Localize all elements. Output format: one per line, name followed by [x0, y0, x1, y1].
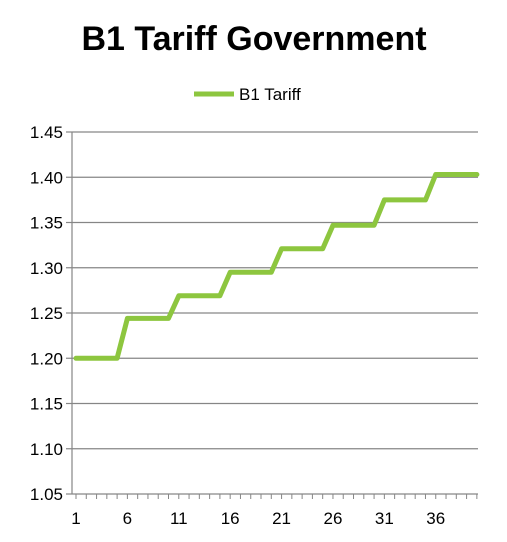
- data-point: [270, 271, 272, 273]
- data-point: [414, 199, 416, 201]
- data-point: [260, 271, 262, 273]
- data-point: [168, 317, 170, 319]
- y-axis-tick-labels: 1.05 1.10 1.15 1.20 1.25 1.30 1.35 1.40 1.45: [30, 123, 63, 504]
- x-axis-minor-ticks: [75, 494, 478, 499]
- x-tick-label: 26: [324, 509, 343, 528]
- y-tick-label: 1.15: [30, 395, 63, 414]
- series-line: [73, 172, 480, 361]
- x-tick-label: 21: [272, 509, 291, 528]
- x-tick-label: 36: [426, 509, 445, 528]
- data-point: [322, 248, 324, 250]
- data-point: [219, 295, 221, 297]
- x-tick-label: 16: [221, 509, 240, 528]
- x-tick-label: 11: [170, 509, 188, 528]
- data-point: [229, 271, 231, 273]
- data-point: [373, 224, 375, 226]
- data-point: [445, 174, 447, 176]
- data-point: [116, 357, 118, 359]
- data-point: [455, 174, 457, 176]
- y-tick-label: 1.30: [30, 259, 63, 278]
- data-point: [157, 317, 159, 319]
- gridlines: [66, 131, 478, 495]
- data-point: [96, 357, 98, 359]
- y-tick-label: 1.25: [30, 304, 63, 323]
- data-point: [394, 199, 396, 201]
- data-point: [404, 199, 406, 201]
- data-point: [198, 295, 200, 297]
- data-point: [75, 357, 77, 359]
- data-point: [311, 248, 313, 250]
- data-point: [188, 295, 190, 297]
- axes: [71, 132, 478, 495]
- data-point: [342, 224, 344, 226]
- x-tick-label: 1: [71, 509, 80, 528]
- data-point: [332, 224, 334, 226]
- data-point: [363, 224, 365, 226]
- data-point: [250, 271, 252, 273]
- data-point: [147, 317, 149, 319]
- series-layer: [73, 172, 480, 361]
- data-point: [353, 224, 355, 226]
- legend-label: B1 Tariff: [239, 85, 301, 104]
- y-tick-label: 1.35: [30, 214, 63, 233]
- data-point: [301, 248, 303, 250]
- y-tick-label: 1.10: [30, 440, 63, 459]
- data-point: [383, 199, 385, 201]
- x-axis-tick-labels: 1 6 11 16 21 26 31 36: [71, 509, 445, 528]
- chart-title: B1 Tariff Government: [81, 20, 426, 58]
- data-point: [291, 248, 293, 250]
- data-point: [424, 199, 426, 201]
- data-point: [466, 174, 468, 176]
- y-tick-label: 1.40: [30, 168, 63, 187]
- data-point: [239, 271, 241, 273]
- data-point: [178, 295, 180, 297]
- y-tick-label: 1.05: [30, 485, 63, 504]
- x-tick-label: 31: [375, 509, 394, 528]
- data-point: [85, 357, 87, 359]
- x-tick-label: 6: [123, 509, 132, 528]
- data-point: [106, 357, 108, 359]
- data-point: [137, 317, 139, 319]
- data-point: [126, 317, 128, 319]
- y-tick-label: 1.20: [30, 349, 63, 368]
- data-point: [209, 295, 211, 297]
- legend: B1 Tariff: [194, 85, 301, 104]
- data-point: [435, 174, 437, 176]
- y-tick-label: 1.45: [30, 123, 63, 142]
- data-point: [476, 174, 478, 176]
- data-point: [281, 248, 283, 250]
